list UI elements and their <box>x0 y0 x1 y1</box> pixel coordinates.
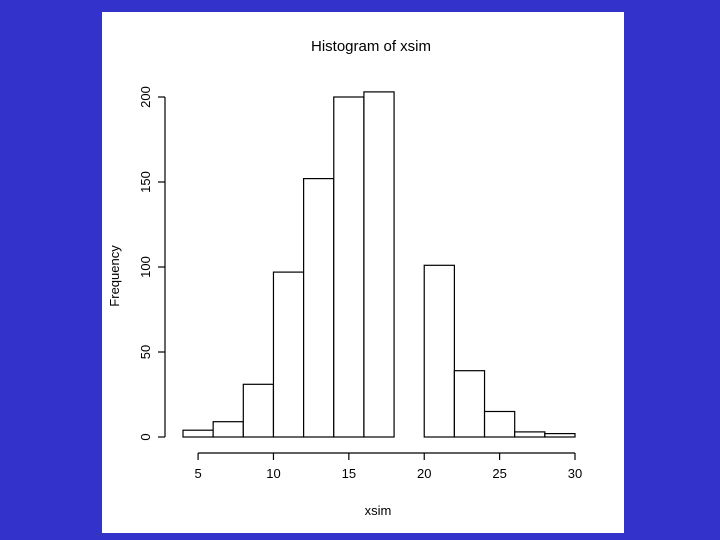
histogram-bar <box>363 91 395 438</box>
histogram-bar <box>483 410 516 438</box>
histogram-bar <box>544 433 576 438</box>
histogram-bars <box>182 91 576 438</box>
y-tick-label: 50 <box>138 345 153 359</box>
x-axis-label: xsim <box>365 503 392 518</box>
x-axis: 5 10 15 20 25 30 <box>194 452 582 481</box>
x-tick-label: 10 <box>266 466 280 481</box>
y-axis-label: Frequency <box>107 245 122 307</box>
y-tick-label: 100 <box>138 256 153 278</box>
y-tick-label: 0 <box>138 433 153 440</box>
y-tick-label: 200 <box>138 86 153 108</box>
x-tick-label: 5 <box>194 466 201 481</box>
chart-title: Histogram of xsim <box>311 38 431 55</box>
plot-panel: Histogram of xsim xsim Frequency 5 10 15 20… <box>102 12 624 533</box>
x-tick-label: 20 <box>417 466 431 481</box>
histogram-bar <box>242 383 275 438</box>
x-tick-label: 15 <box>342 466 356 481</box>
histogram-chart: Histogram of xsim xsim Frequency 5 10 15 20… <box>107 38 582 518</box>
histogram-bar <box>272 271 305 438</box>
y-axis: 0 50 100 150 200 <box>138 86 166 441</box>
histogram-bar <box>333 96 365 438</box>
x-tick-label: 25 <box>492 466 506 481</box>
histogram-bar <box>182 429 214 438</box>
histogram-bar <box>212 421 244 438</box>
histogram-bar <box>423 264 455 438</box>
x-tick-label: 30 <box>568 466 582 481</box>
histogram-bar <box>303 178 335 438</box>
histogram-bar <box>453 370 486 438</box>
y-tick-label: 150 <box>138 171 153 193</box>
histogram-bar <box>514 431 546 438</box>
